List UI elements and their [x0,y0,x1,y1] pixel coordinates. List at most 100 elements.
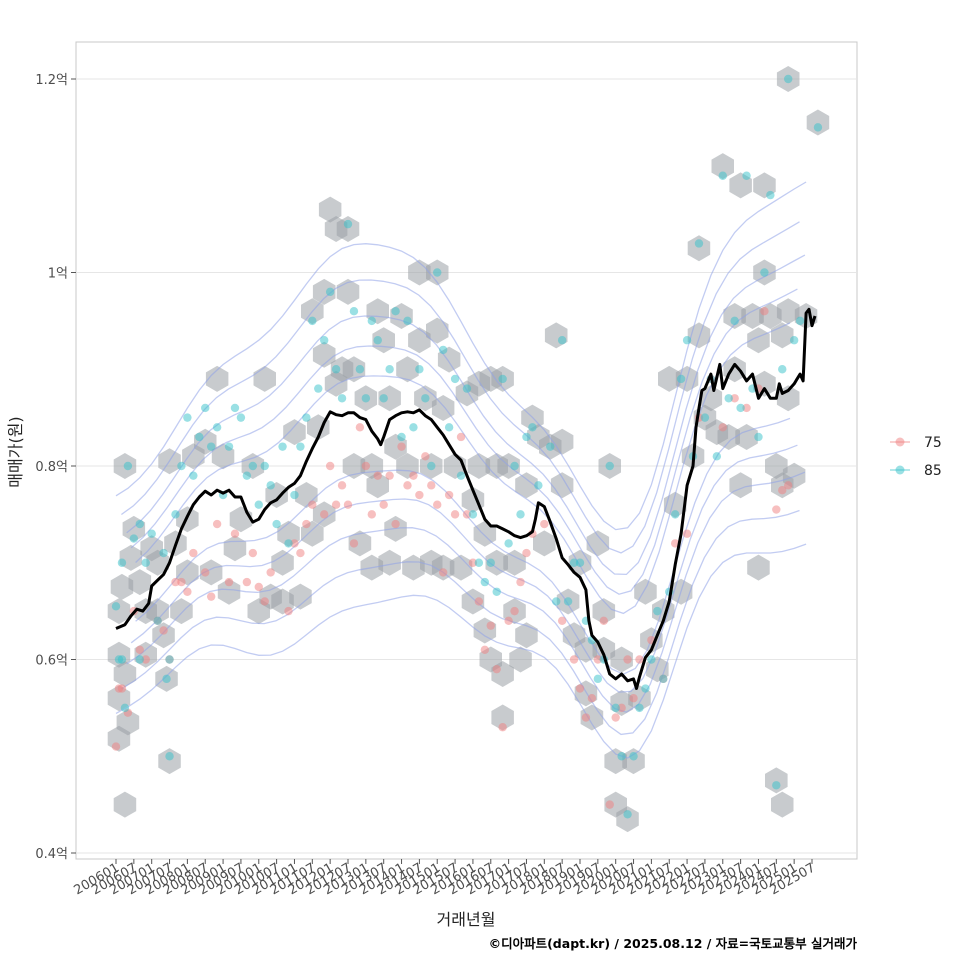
scatter-point-75 [599,616,608,625]
hexbin-cell [342,356,366,383]
hexbin-cell [113,661,137,687]
scatter-point-75 [212,519,222,529]
scatter-point-85 [201,403,210,413]
scatter-point-75 [189,548,198,558]
scatter-points [111,74,823,819]
density-contour [121,509,800,736]
scatter-point-75 [403,481,412,490]
legend-key-75 [895,437,905,447]
scatter-point-75 [201,568,210,577]
scatter-point-85 [123,461,133,471]
hexbin-cell [271,549,294,576]
scatter-point-85 [546,442,555,451]
scatter-point-85 [135,655,144,664]
scatter-point-85 [242,471,252,480]
scatter-point-85 [653,606,662,616]
scatter-point-75 [397,442,406,451]
hexbin-cell [128,569,152,596]
hexbin-cell [431,554,455,581]
scatter-point-75 [772,505,781,514]
scatter-point-75 [587,694,597,703]
scatter-point-85 [385,365,394,374]
scatter-point-75 [617,703,626,713]
scatter-point-85 [337,394,347,403]
hexbin-cell [378,385,401,412]
density-contour [135,417,791,675]
hexbin-cell [312,278,336,305]
hexbin-cell [217,578,241,605]
scatter-point-85 [450,374,460,384]
scatter-point-85 [480,577,490,587]
scatter-point-75 [474,597,484,606]
scatter-point-85 [427,461,436,471]
scatter-point-85 [421,394,430,403]
hexbin-cell [765,453,788,479]
scatter-point-75 [569,655,579,664]
scatter-point-85 [510,461,519,471]
y-tick-label: 1억 [48,267,68,282]
scatter-point-75 [486,621,495,630]
scatter-point-85 [504,539,513,548]
hexbin-cell [342,453,366,479]
hexbin-cell [336,216,360,242]
scatter-point-75 [623,655,632,664]
trend-line-layer [115,307,817,690]
hexbin-cell [550,428,574,455]
hexbin-cell [509,646,532,673]
scatter-point-85 [534,481,543,490]
scatter-point-75 [456,432,466,442]
hexbin-cell [146,598,169,625]
scatter-point-75 [385,471,394,480]
scatter-point-85 [528,423,537,432]
scatter-point-75 [557,616,567,625]
scatter-point-85 [206,442,216,451]
scatter-point-85 [331,365,341,374]
scatter-point-75 [682,529,692,538]
scatter-point-75 [308,500,317,509]
scatter-point-85 [557,336,567,345]
scatter-point-85 [111,602,121,611]
scatter-point-85 [433,268,442,277]
scatter-point-85 [290,490,299,500]
scatter-point-85 [712,452,722,461]
scatter-point-75 [296,548,305,558]
hexbin-cell [289,583,312,610]
y-axis-title: 매매가(원) [6,416,25,487]
scatter-point-85 [522,432,531,442]
scatter-point-75 [540,519,549,529]
scatter-point-85 [147,529,156,538]
y-tick-label: 0.8억 [35,460,68,475]
scatter-point-75 [730,394,739,403]
y-axis: 0.4억 0.6억 0.8억 1억 1.2억 [35,73,76,862]
scatter-point-75 [462,510,472,519]
scatter-point-85 [486,558,495,567]
scatter-point-75 [575,684,585,693]
hexbin-cell [402,554,425,581]
scatter-point-85 [224,442,234,451]
hexbin-cell [658,365,681,392]
scatter-point-75 [498,723,507,732]
hexbin-cell [533,530,556,557]
scatter-point-75 [480,645,490,655]
hexbin-cell [729,472,752,499]
scatter-point-85 [248,461,258,471]
y-tick-label: 0.4억 [35,847,68,862]
scatter-point-85 [403,316,412,326]
scatter-point-85 [474,558,484,567]
source-caption: ©디아파트(dapt.kr) / 2025.08.12 / 자료=국토교통부 실… [489,936,858,951]
scatter-point-75 [349,539,359,548]
scatter-point-85 [135,519,144,529]
legend-label-85: 85 [924,463,942,479]
y-gridlines [77,78,856,854]
scatter-point-85 [165,752,174,761]
scatter-point-75 [444,490,454,500]
scatter-point-85 [308,316,317,326]
scatter-point-75 [230,529,240,538]
scatter-point-85 [361,394,371,403]
hexbin-cell [765,767,788,794]
hexbin-cell [622,748,645,775]
scatter-point-75 [379,500,388,509]
scatter-point-75 [581,713,591,722]
scatter-point-85 [260,461,269,471]
